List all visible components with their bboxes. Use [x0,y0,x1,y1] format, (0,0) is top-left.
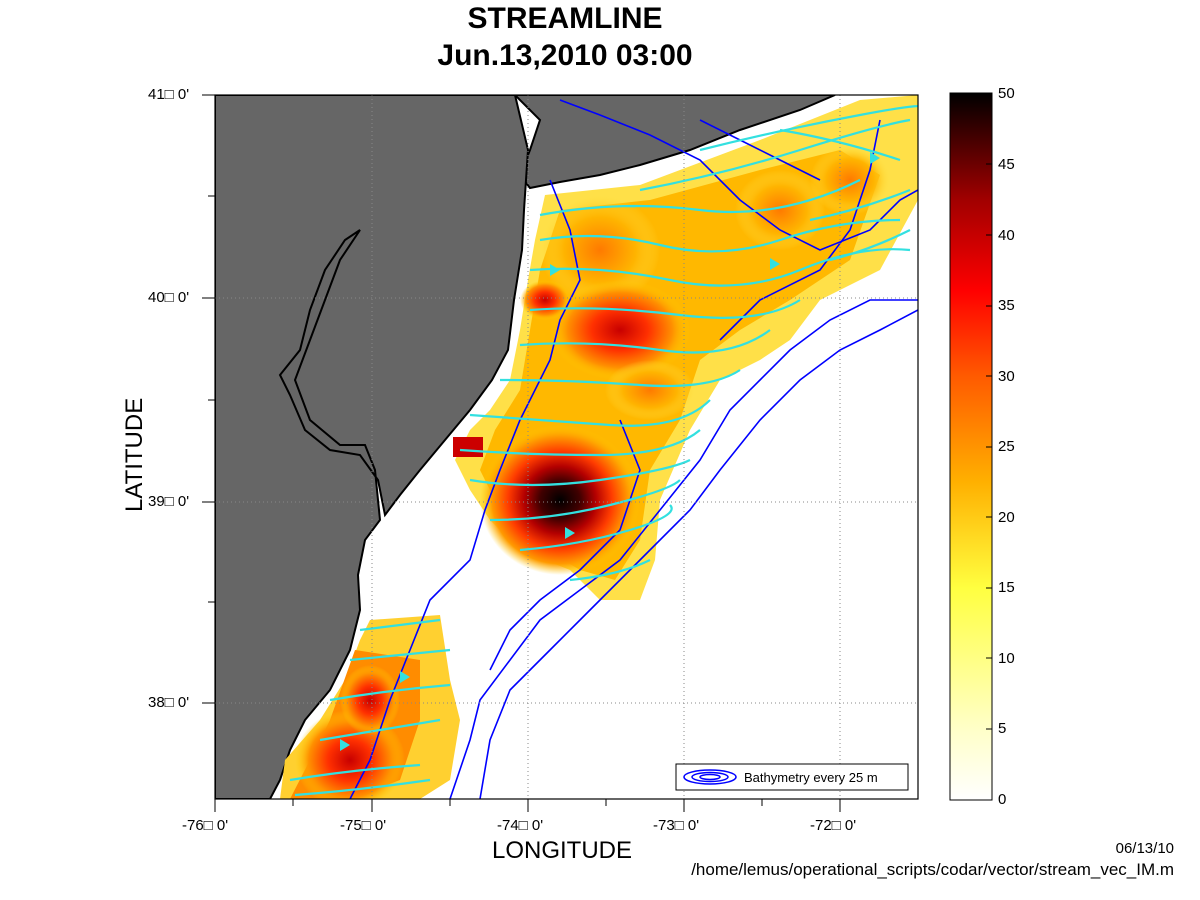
x-tick-label: -74□ 0' [497,817,544,834]
bathymetry-legend-label: Bathymetry every 25 m [744,770,878,785]
x-tick-label: -72□ 0' [810,817,857,834]
colorbar-label: 35 [998,297,1015,314]
colorbar-label: 5 [998,720,1007,737]
colorbar-ticks [986,163,992,730]
script-path: /home/lemus/operational_scripts/codar/ve… [691,860,1174,879]
bathymetry-legend [675,763,909,791]
colorbar-label: 45 [998,156,1015,173]
y-tick-label: 40□ 0' [148,289,190,306]
streamlines [289,104,918,797]
colorbar-label: 0 [998,791,1007,808]
colorbar-label: 20 [998,509,1015,526]
colorbar-label: 30 [998,368,1015,385]
colorbar-label: 50 [998,85,1015,102]
y-tick-label: 38□ 0' [148,694,190,711]
speed-field [280,95,918,799]
y-axis-title: LATITUDE [121,397,148,512]
bathymetry-legend-swatch [683,769,737,785]
y-tick-label: 39□ 0' [148,493,190,510]
colorbar-label: 10 [998,650,1015,667]
colorbar [949,92,993,801]
land-long-island [513,95,836,190]
y-tick-label: 41□ 0' [148,86,190,103]
plot-area [215,95,918,799]
x-tick-label: -76□ 0' [182,817,229,834]
x-tick-label: -73□ 0' [653,817,700,834]
streamline-arrows [340,152,880,751]
plot-frame [214,94,919,800]
map-title-line1: STREAMLINE [467,2,663,35]
figure-date: 06/13/10 [1115,840,1174,857]
x-tick-label: -75□ 0' [340,817,387,834]
axis-ticks [202,94,841,812]
colorbar-label: 25 [998,438,1015,455]
map-title-line2: Jun.13,2010 03:00 [437,39,693,72]
colorbar-label: 40 [998,227,1015,244]
colorbar-label: 15 [998,579,1015,596]
grid-lines [215,95,918,799]
x-axis-title: LONGITUDE [492,837,633,864]
